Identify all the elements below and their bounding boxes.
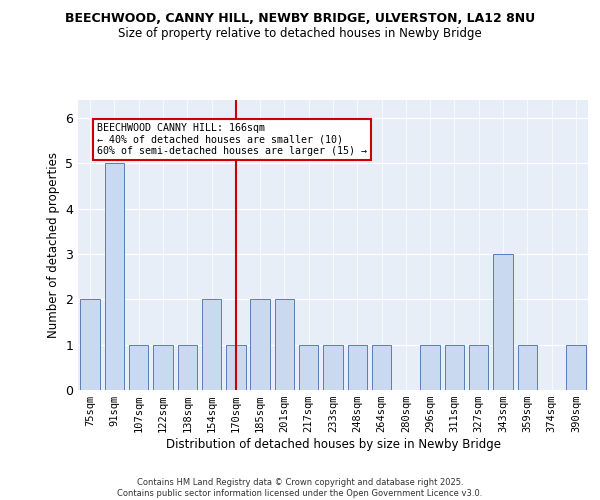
Bar (178, 344, 197, 390)
Bar (421, 344, 440, 390)
Bar (202, 300, 221, 390)
Bar (105, 164, 124, 390)
Bar (153, 344, 173, 390)
Y-axis label: Number of detached properties: Number of detached properties (47, 152, 59, 338)
Bar (129, 344, 148, 390)
Bar (226, 344, 245, 390)
Bar (347, 344, 367, 390)
Bar (518, 344, 537, 390)
Bar (275, 300, 294, 390)
Bar (566, 344, 586, 390)
Bar (469, 344, 488, 390)
Text: BEECHWOOD CANNY HILL: 166sqm
← 40% of detached houses are smaller (10)
60% of se: BEECHWOOD CANNY HILL: 166sqm ← 40% of de… (97, 122, 367, 156)
Bar (250, 300, 270, 390)
Bar (323, 344, 343, 390)
Bar (299, 344, 319, 390)
Bar (445, 344, 464, 390)
X-axis label: Distribution of detached houses by size in Newby Bridge: Distribution of detached houses by size … (166, 438, 500, 451)
Bar (372, 344, 391, 390)
Text: Contains HM Land Registry data © Crown copyright and database right 2025.
Contai: Contains HM Land Registry data © Crown c… (118, 478, 482, 498)
Bar (493, 254, 513, 390)
Text: Size of property relative to detached houses in Newby Bridge: Size of property relative to detached ho… (118, 28, 482, 40)
Text: BEECHWOOD, CANNY HILL, NEWBY BRIDGE, ULVERSTON, LA12 8NU: BEECHWOOD, CANNY HILL, NEWBY BRIDGE, ULV… (65, 12, 535, 26)
Bar (80, 300, 100, 390)
